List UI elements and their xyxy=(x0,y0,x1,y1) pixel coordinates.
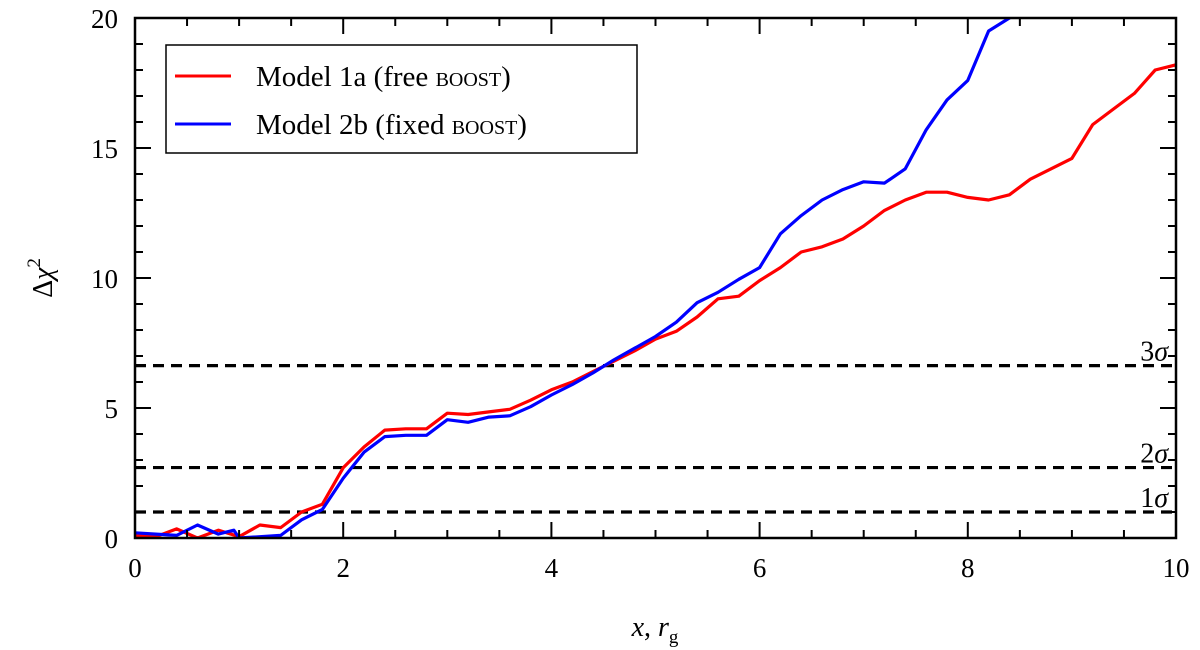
axis-ticks: 0 2 4 6 8 10 0 5 10 15 20 xyxy=(91,4,1190,583)
x-tick-label: 4 xyxy=(545,553,559,583)
y-tick-label: 15 xyxy=(91,134,118,164)
x-tick-label: 2 xyxy=(336,553,350,583)
x-axis-label-x: x xyxy=(631,612,645,643)
y-tick-label: 20 xyxy=(91,4,118,34)
x-axis-label-r: r xyxy=(658,612,669,643)
legend-box xyxy=(165,44,638,154)
series-line-model-2b-fixed-boost xyxy=(135,18,1013,538)
y-axis-label: Δχ2 xyxy=(24,258,59,298)
sigma-label-2: 2σ xyxy=(1140,439,1169,470)
y-tick-label: 10 xyxy=(91,264,118,294)
x-tick-label: 6 xyxy=(753,553,767,583)
sigma-labels: 3σ 2σ 1σ xyxy=(1140,337,1169,514)
sigma-label-1: 1σ xyxy=(1140,483,1169,514)
y-tick-label: 0 xyxy=(105,524,119,554)
y-axis-label-chi: χ xyxy=(28,267,59,283)
x-axis-label-subscript: g xyxy=(669,627,679,648)
y-tick-label: 5 xyxy=(105,394,119,424)
x-tick-label: 10 xyxy=(1163,553,1190,583)
series-lines xyxy=(135,18,1176,538)
sigma-label-3: 3σ xyxy=(1140,337,1169,368)
legend-label-model-1a: Model 1a (free boost) xyxy=(256,61,511,93)
y-axis-label-superscript: 2 xyxy=(24,258,45,268)
x-tick-label: 0 xyxy=(128,553,142,583)
sigma-threshold-lines xyxy=(135,364,1176,514)
series-line-model-1a-free-boost xyxy=(135,63,1176,538)
x-axis-label-separator: , xyxy=(644,612,658,643)
x-tick-label: 8 xyxy=(961,553,975,583)
x-axis-label: x, rg xyxy=(631,612,679,648)
y-axis-label-delta: Δ xyxy=(28,280,59,298)
legend: Model 1a (free boost) Model 2b (fixed bo… xyxy=(165,44,638,154)
legend-label-model-2b: Model 2b (fixed boost) xyxy=(256,109,527,141)
